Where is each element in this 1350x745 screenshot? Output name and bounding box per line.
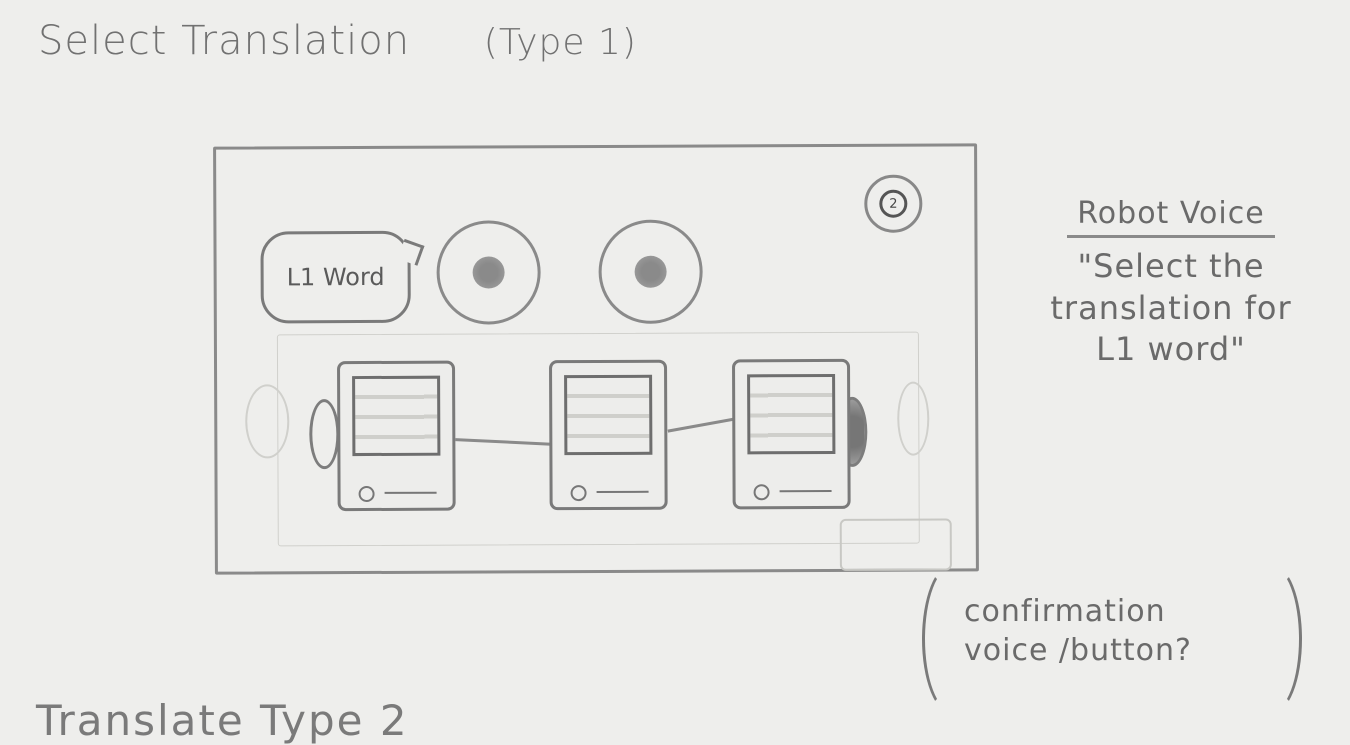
radio-icon[interactable] bbox=[358, 485, 375, 503]
previous-card-ghost bbox=[245, 384, 290, 459]
note-heading: Robot Voice bbox=[1067, 196, 1275, 238]
audio-play-button[interactable] bbox=[436, 220, 541, 325]
speech-bubble-text: L1 Word bbox=[286, 262, 385, 292]
step-badge: 2 bbox=[864, 174, 923, 233]
card-label-line bbox=[596, 490, 649, 493]
radio-icon[interactable] bbox=[570, 485, 587, 502]
translation-option-card[interactable] bbox=[549, 359, 668, 511]
screen-mockup-frame: 2 L1 Word bbox=[213, 143, 979, 575]
card-image-placeholder bbox=[352, 375, 441, 457]
page-title: Select Translation (Type 1) bbox=[38, 18, 637, 64]
record-dot-icon bbox=[472, 256, 505, 289]
record-dot-icon bbox=[634, 255, 667, 288]
card-image-placeholder bbox=[564, 374, 653, 456]
step-number: 2 bbox=[879, 189, 908, 218]
robot-voice-note: Robot Voice "Select the translation for … bbox=[1016, 196, 1326, 371]
audio-play-button[interactable] bbox=[598, 219, 703, 324]
note-text: "Select the translation for L1 word" bbox=[1050, 247, 1292, 369]
card-label-line bbox=[384, 491, 437, 494]
next-card-ghost bbox=[897, 381, 930, 456]
scroll-left-arrow-icon[interactable] bbox=[309, 399, 340, 470]
l1-word-speech-bubble: L1 Word bbox=[260, 230, 411, 324]
card-label-line bbox=[779, 489, 832, 493]
radio-icon[interactable] bbox=[753, 484, 770, 501]
page-title-text: Select Translation bbox=[38, 18, 411, 64]
translation-option-card[interactable] bbox=[732, 358, 851, 510]
type-note: (Type 1) bbox=[483, 22, 637, 63]
card-image-placeholder bbox=[747, 373, 836, 455]
translation-option-card[interactable] bbox=[337, 360, 456, 512]
confirmation-aside: confirmation voice /button? bbox=[922, 556, 1322, 716]
aside-text: confirmation voice /button? bbox=[964, 594, 1192, 668]
next-section-title: Translate Type 2 bbox=[36, 696, 409, 745]
